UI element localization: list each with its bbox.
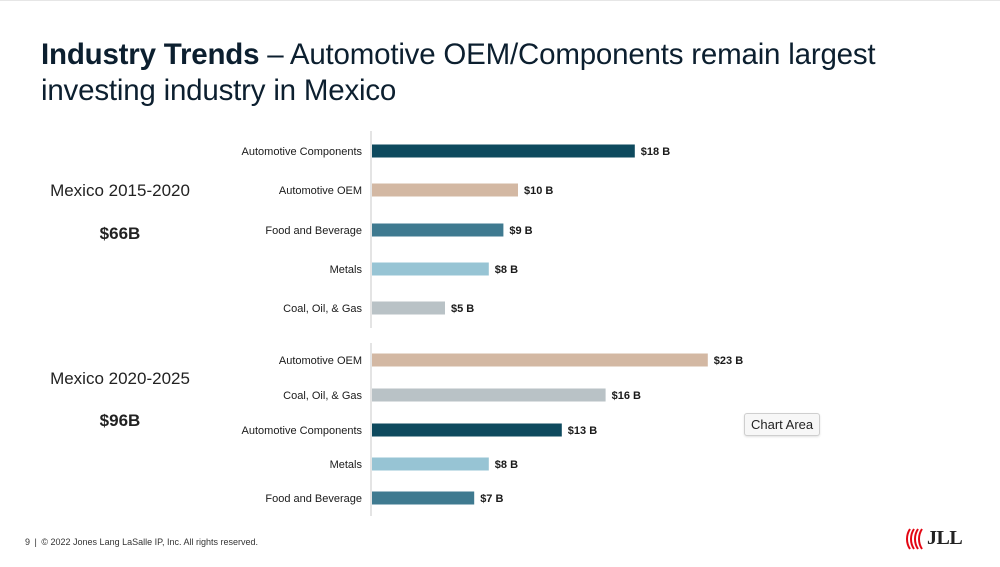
category-label-food-and-beverage: Food and Beverage bbox=[265, 225, 362, 237]
category-label-coal-oil-gas: Coal, Oil, & Gas bbox=[283, 390, 362, 402]
category-label-automotive-components: Automotive Components bbox=[242, 425, 363, 437]
chart-area-tooltip: Chart Area bbox=[744, 413, 821, 436]
title-bold: Industry Trends bbox=[41, 38, 260, 71]
footer: 9 | © 2022 Jones Lang LaSalle IP, Inc. A… bbox=[25, 537, 260, 547]
group-label-2015-2020: Mexico 2015-2020 bbox=[50, 181, 190, 200]
bar-automotive-components[interactable] bbox=[372, 423, 562, 437]
bar-automotive-components[interactable] bbox=[372, 144, 635, 158]
value-label-coal-oil-gas: $16 B bbox=[612, 390, 641, 402]
group-total-2020-2025: $96B bbox=[99, 411, 141, 430]
footer-copyright: © 2022 Jones Lang LaSalle IP, Inc. All r… bbox=[41, 537, 258, 547]
bar-coal-oil-gas[interactable] bbox=[372, 301, 445, 315]
value-label-food-and-beverage: $7 B bbox=[480, 493, 503, 505]
footer-separator: | bbox=[34, 537, 37, 547]
value-label-automotive-oem: $23 B bbox=[714, 355, 743, 367]
category-label-automotive-oem: Automotive OEM bbox=[279, 185, 362, 197]
slide-title: Industry Trends – Automotive OEM/Compone… bbox=[41, 37, 941, 109]
bar-metals[interactable] bbox=[372, 262, 489, 276]
group-label-2020-2025: Mexico 2020-2025 bbox=[50, 369, 190, 388]
value-label-metals: $8 B bbox=[495, 459, 518, 471]
bar-metals[interactable] bbox=[372, 457, 489, 471]
bar-food-and-beverage[interactable] bbox=[372, 223, 504, 237]
category-label-metals: Metals bbox=[330, 459, 363, 471]
category-label-automotive-components: Automotive Components bbox=[242, 146, 363, 158]
title-rest: – Automotive OEM/Components remain large… bbox=[41, 38, 876, 107]
category-label-coal-oil-gas: Coal, Oil, & Gas bbox=[283, 303, 362, 315]
value-label-automotive-components: $18 B bbox=[641, 146, 670, 158]
bar-automotive-oem[interactable] bbox=[372, 353, 708, 367]
bar-food-and-beverage[interactable] bbox=[372, 491, 475, 505]
category-label-automotive-oem: Automotive OEM bbox=[279, 355, 362, 367]
jll-logo-icon bbox=[906, 528, 923, 550]
value-label-automotive-oem: $10 B bbox=[524, 185, 553, 197]
jll-logo-text: JLL bbox=[927, 527, 963, 549]
value-label-food-and-beverage: $9 B bbox=[509, 225, 532, 237]
footer-page-number: 9 bbox=[25, 537, 31, 547]
bar-coal-oil-gas[interactable] bbox=[372, 388, 606, 402]
value-label-automotive-components: $13 B bbox=[568, 425, 597, 437]
category-label-metals: Metals bbox=[330, 264, 363, 276]
category-label-food-and-beverage: Food and Beverage bbox=[265, 493, 362, 505]
value-label-coal-oil-gas: $5 B bbox=[451, 303, 474, 315]
value-label-metals: $8 B bbox=[495, 264, 518, 276]
group-total-2015-2020: $66B bbox=[99, 224, 141, 243]
bar-automotive-oem[interactable] bbox=[372, 183, 518, 197]
